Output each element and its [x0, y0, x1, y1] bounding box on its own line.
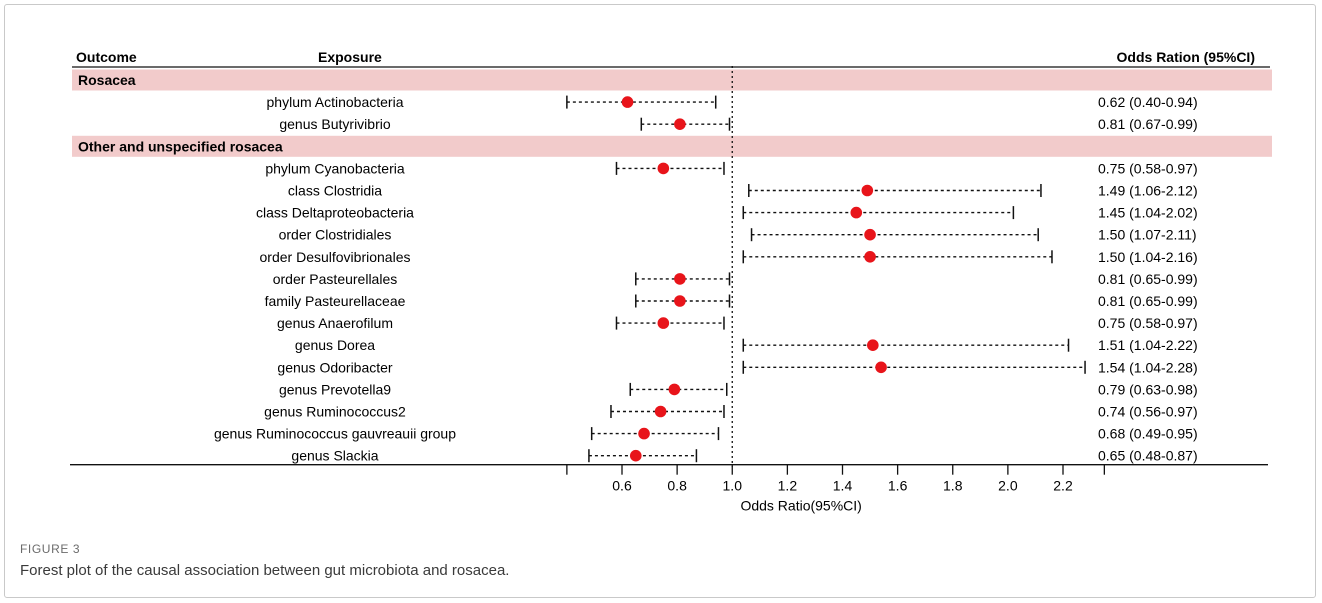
exposure-label: family Pasteurellaceae	[265, 293, 406, 309]
or-ci-label: 1.45 (1.04-2.02)	[1098, 205, 1198, 221]
exposure-label: genus Slackia	[291, 448, 378, 464]
point-estimate	[674, 273, 686, 285]
or-ci-label: 1.54 (1.04-2.28)	[1098, 359, 1198, 375]
or-ci-label: 1.51 (1.04-2.22)	[1098, 337, 1198, 353]
point-estimate	[654, 405, 667, 418]
exposure-label: phylum Actinobacteria	[267, 94, 404, 110]
exposure-label: genus Odoribacter	[277, 359, 393, 375]
forest-plot: Outcome Exposure Odds Ration (95%CI) Rosace…	[70, 49, 1272, 514]
point-estimate	[864, 228, 876, 241]
or-ci-label: 0.75 (0.58-0.97)	[1098, 315, 1198, 331]
figure-frame	[4, 4, 1316, 598]
exposure-label: order Clostridiales	[279, 227, 392, 243]
exposure-label: order Pasteurellales	[273, 271, 398, 287]
exposure-label: genus Dorea	[295, 337, 375, 353]
or-ci-label: 0.74 (0.56-0.97)	[1098, 404, 1198, 420]
x-tick-label: 2.2	[1053, 478, 1073, 494]
point-estimate	[657, 162, 670, 175]
header-exposure: Exposure	[318, 49, 382, 65]
group-band	[72, 69, 1272, 91]
point-estimate	[867, 339, 879, 352]
or-ci-label: 0.81 (0.65-0.99)	[1098, 293, 1198, 309]
point-estimate	[864, 250, 876, 263]
point-estimate	[861, 184, 874, 197]
figure-caption: FIGURE 3 Forest plot of the causal assoc…	[20, 542, 509, 579]
or-ci-label: 0.81 (0.65-0.99)	[1098, 271, 1198, 287]
exposure-label: genus Ruminococcus2	[264, 404, 406, 420]
figure-label: FIGURE 3	[20, 542, 81, 556]
or-ci-label: 1.50 (1.07-2.11)	[1098, 227, 1197, 243]
or-ci-label: 1.50 (1.04-2.16)	[1098, 249, 1198, 265]
or-ci-label: 0.65 (0.48-0.87)	[1098, 448, 1198, 464]
exposure-label: phylum Cyanobacteria	[265, 160, 405, 176]
exposure-label: genus Prevotella9	[279, 381, 391, 397]
header-outcome: Outcome	[76, 49, 137, 65]
or-ci-label: 0.79 (0.63-0.98)	[1098, 381, 1198, 397]
or-ci-label: 0.81 (0.67-0.99)	[1098, 116, 1198, 132]
x-tick-label: 1.8	[943, 478, 963, 494]
or-ci-label: 0.75 (0.58-0.97)	[1098, 160, 1198, 176]
group-band	[72, 135, 1272, 157]
point-estimate	[621, 96, 634, 108]
or-ci-label: 0.62 (0.40-0.94)	[1098, 94, 1198, 110]
exposure-label: genus Ruminococcus gauvreauii group	[214, 426, 456, 442]
x-tick-label: 0.6	[612, 478, 632, 494]
x-tick-label: 1.2	[778, 478, 798, 494]
figure-title: Forest plot of the causal association be…	[20, 562, 510, 579]
exposure-label: class Deltaproteobacteria	[256, 205, 414, 221]
exposure-label: class Clostridia	[288, 183, 382, 199]
point-estimate	[850, 206, 863, 219]
x-axis-label: Odds Ratio(95%CI)	[740, 498, 861, 514]
point-estimate	[629, 449, 642, 462]
point-estimate	[875, 361, 887, 374]
or-ci-label: 1.49 (1.06-2.12)	[1098, 183, 1198, 199]
point-estimate	[674, 295, 686, 307]
point-estimate	[638, 427, 650, 440]
x-tick-label: 1.6	[888, 478, 908, 494]
or-ci-label: 0.68 (0.49-0.95)	[1098, 426, 1198, 442]
header-odds-ratio: Odds Ration (95%CI)	[1117, 49, 1255, 65]
exposure-label: genus Butyrivibrio	[279, 116, 390, 132]
group-label: Rosacea	[78, 72, 136, 88]
exposure-label: order Desulfovibrionales	[260, 249, 411, 265]
x-tick-label: 0.8	[667, 478, 687, 494]
x-tick-label: 1.0	[723, 478, 743, 494]
x-tick-label: 1.4	[833, 478, 853, 494]
point-estimate	[674, 118, 686, 130]
point-estimate	[657, 317, 670, 329]
x-tick-label: 2.0	[998, 478, 1018, 494]
group-label: Other and unspecified rosacea	[78, 138, 283, 154]
exposure-label: genus Anaerofilum	[277, 315, 393, 331]
point-estimate	[668, 383, 681, 396]
